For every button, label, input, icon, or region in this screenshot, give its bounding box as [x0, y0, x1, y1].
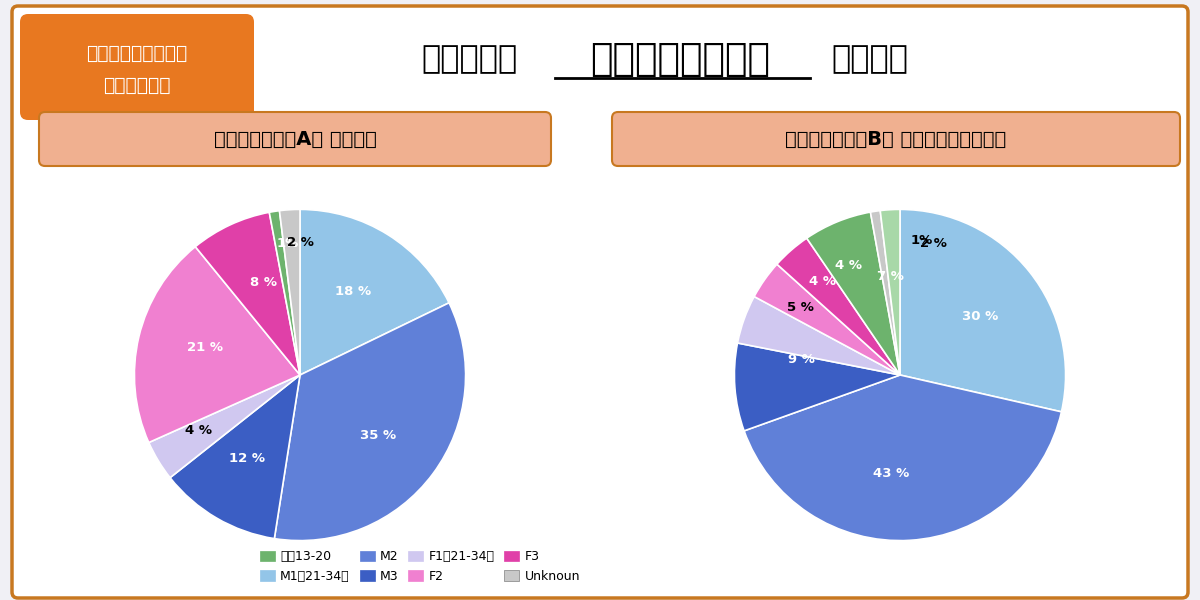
- Wedge shape: [734, 343, 900, 431]
- Wedge shape: [134, 247, 300, 443]
- FancyBboxPatch shape: [38, 112, 551, 166]
- Wedge shape: [300, 209, 449, 375]
- Wedge shape: [149, 375, 300, 478]
- Text: 2 %: 2 %: [287, 236, 313, 249]
- Wedge shape: [754, 264, 900, 375]
- Legend: 男女13-20, M1（21-34）, M2, M3, F1（21-34）, F2, F3, Unknoun: 男女13-20, M1（21-34）, M2, M3, F1（21-34）, F…: [256, 545, 584, 588]
- Text: 4 %: 4 %: [810, 275, 836, 289]
- Text: 4 %: 4 %: [185, 424, 212, 437]
- Text: 1%: 1%: [276, 236, 299, 250]
- Text: デジタル広告視聴率: デジタル広告視聴率: [86, 43, 187, 62]
- Text: 30 %: 30 %: [962, 310, 998, 323]
- Wedge shape: [776, 238, 900, 375]
- FancyBboxPatch shape: [12, 6, 1188, 598]
- Text: キャンペーン【B】 リール・ストーリー: キャンペーン【B】 リール・ストーリー: [785, 130, 1007, 148]
- Wedge shape: [870, 211, 900, 375]
- Text: 12 %: 12 %: [229, 452, 265, 466]
- Text: 4 %: 4 %: [835, 259, 862, 272]
- Text: ユーザーの性年代: ユーザーの性年代: [590, 42, 770, 78]
- Wedge shape: [275, 303, 466, 541]
- Text: 21 %: 21 %: [186, 341, 222, 354]
- Wedge shape: [806, 212, 900, 375]
- Wedge shape: [744, 375, 1062, 541]
- Text: 8 %: 8 %: [250, 276, 277, 289]
- FancyBboxPatch shape: [612, 112, 1180, 166]
- Text: 43 %: 43 %: [872, 467, 908, 481]
- Wedge shape: [269, 211, 300, 375]
- Text: 35 %: 35 %: [360, 430, 396, 442]
- Text: 1%: 1%: [910, 235, 932, 247]
- Wedge shape: [738, 296, 900, 375]
- Text: リーチした: リーチした: [422, 44, 518, 76]
- Text: 2 %: 2 %: [920, 237, 947, 250]
- Text: キャンペーン【A】 フィード: キャンペーン【A】 フィード: [214, 130, 377, 148]
- Text: が分かる: が分かる: [832, 44, 908, 76]
- Wedge shape: [900, 209, 1066, 412]
- Wedge shape: [280, 209, 300, 375]
- Wedge shape: [196, 212, 300, 375]
- Text: 7 %: 7 %: [877, 269, 904, 283]
- FancyBboxPatch shape: [20, 14, 254, 120]
- Text: でわかること: でわかること: [103, 76, 170, 94]
- Wedge shape: [881, 209, 900, 375]
- Text: 18 %: 18 %: [335, 284, 371, 298]
- Text: 9 %: 9 %: [788, 353, 815, 366]
- Text: 5 %: 5 %: [786, 301, 814, 314]
- Wedge shape: [170, 375, 300, 539]
